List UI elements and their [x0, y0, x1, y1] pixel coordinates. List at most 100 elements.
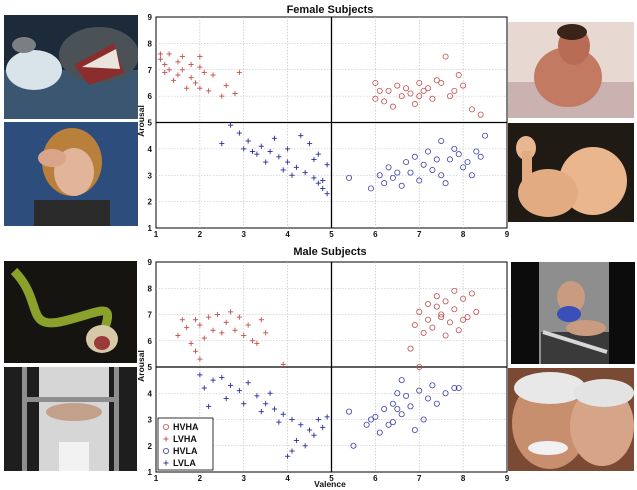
point-lvla: [223, 395, 229, 402]
point-hvla: [389, 400, 396, 407]
series-hvla: [346, 377, 462, 449]
point-hvla: [429, 166, 436, 173]
point-hvla: [367, 185, 374, 192]
y-tick-label: 6: [148, 92, 153, 101]
series-lvla: [219, 122, 330, 197]
point-hvha: [376, 87, 383, 94]
point-lvla: [306, 427, 313, 433]
point-lvla: [276, 154, 282, 160]
point-hvha: [425, 300, 432, 307]
point-lvha: [206, 314, 212, 320]
point-hvla: [468, 172, 475, 179]
point-hvla: [381, 405, 388, 412]
point-lvha: [188, 340, 194, 346]
point-lvha: [162, 69, 168, 75]
point-lvla: [219, 374, 225, 381]
point-hvla: [420, 416, 427, 423]
point-lvla: [285, 146, 291, 152]
point-lvla: [267, 148, 273, 155]
point-lvha: [197, 356, 203, 362]
point-hvla: [438, 137, 445, 144]
point-lvla: [258, 143, 264, 149]
point-lvla: [315, 180, 321, 186]
point-lvha: [162, 61, 168, 68]
point-hvha: [477, 111, 484, 118]
chart-title: Male Subjects: [293, 246, 366, 258]
point-hvla: [403, 159, 410, 166]
point-hvha: [433, 303, 440, 310]
point-hvla: [381, 180, 388, 187]
legend-marker-hvla: [162, 447, 169, 454]
point-hvla: [451, 145, 458, 152]
point-lvha: [219, 330, 225, 336]
legend-marker-lvla: [163, 460, 169, 466]
point-hvla: [433, 400, 440, 407]
point-hvha: [411, 321, 418, 328]
point-hvha: [451, 306, 458, 313]
point-hvha: [460, 295, 467, 302]
point-lvla: [302, 170, 308, 176]
point-lvla: [254, 151, 260, 157]
point-lvla: [271, 406, 278, 412]
point-lvla: [311, 432, 317, 438]
point-hvha: [398, 93, 405, 100]
point-lvla: [289, 172, 295, 178]
point-lvla: [254, 393, 260, 399]
point-hvla: [367, 416, 374, 423]
x-tick-label: 4: [285, 230, 290, 239]
point-lvha: [175, 332, 181, 339]
point-lvha: [175, 72, 181, 78]
point-lvha: [241, 332, 247, 339]
point-hvla: [407, 403, 414, 410]
man-in-bath-photo: [508, 22, 634, 118]
point-lvla: [311, 156, 317, 163]
point-lvla: [293, 164, 299, 170]
legend-box: [157, 417, 214, 471]
point-lvha: [170, 77, 177, 83]
point-hvla: [460, 164, 467, 171]
y-tick-label: 7: [148, 311, 153, 320]
y-tick-label: 2: [148, 198, 153, 207]
point-hvla: [389, 419, 396, 426]
point-lvha: [197, 85, 203, 91]
point-lvha: [166, 67, 172, 73]
y-tick-label: 5: [148, 363, 153, 372]
point-lvha: [175, 59, 181, 65]
x-tick-label: 4: [285, 474, 290, 483]
y-tick-label: 3: [148, 416, 153, 425]
x-tick-label: 2: [198, 230, 203, 239]
point-lvha: [192, 80, 199, 86]
x-tick-label: 5: [329, 230, 334, 239]
legend-label-lvla: LVLA: [173, 458, 196, 468]
point-hvha: [464, 314, 471, 321]
point-lvla: [241, 401, 247, 407]
point-lvha: [192, 317, 199, 323]
series-hvha: [372, 53, 484, 118]
point-hvha: [429, 324, 436, 331]
point-lvla: [263, 401, 269, 407]
y-tick-labels: 1 2 3 4 5 6 7 8 9: [148, 13, 153, 233]
point-hvla: [451, 384, 458, 391]
series-lvla: [197, 372, 330, 459]
point-lvla: [285, 159, 291, 165]
chart-title: Female Subjects: [287, 4, 374, 16]
point-lvha: [166, 51, 172, 57]
point-lvha: [157, 56, 163, 62]
point-hvla: [420, 161, 427, 168]
point-lvla: [206, 403, 212, 409]
point-lvha: [188, 61, 194, 68]
point-lvla: [201, 385, 207, 391]
y-tick-label: 9: [148, 258, 153, 267]
point-hvla: [425, 148, 432, 155]
point-hvha: [372, 79, 379, 86]
point-hvla: [473, 148, 480, 155]
point-lvla: [315, 151, 321, 157]
x-axis-label: Valence: [314, 479, 346, 489]
x-tick-label: 5: [329, 474, 334, 483]
point-hvha: [381, 98, 388, 105]
point-hvha: [420, 87, 427, 94]
point-lvla: [285, 453, 291, 459]
point-hvla: [398, 182, 405, 189]
point-hvha: [451, 287, 458, 294]
